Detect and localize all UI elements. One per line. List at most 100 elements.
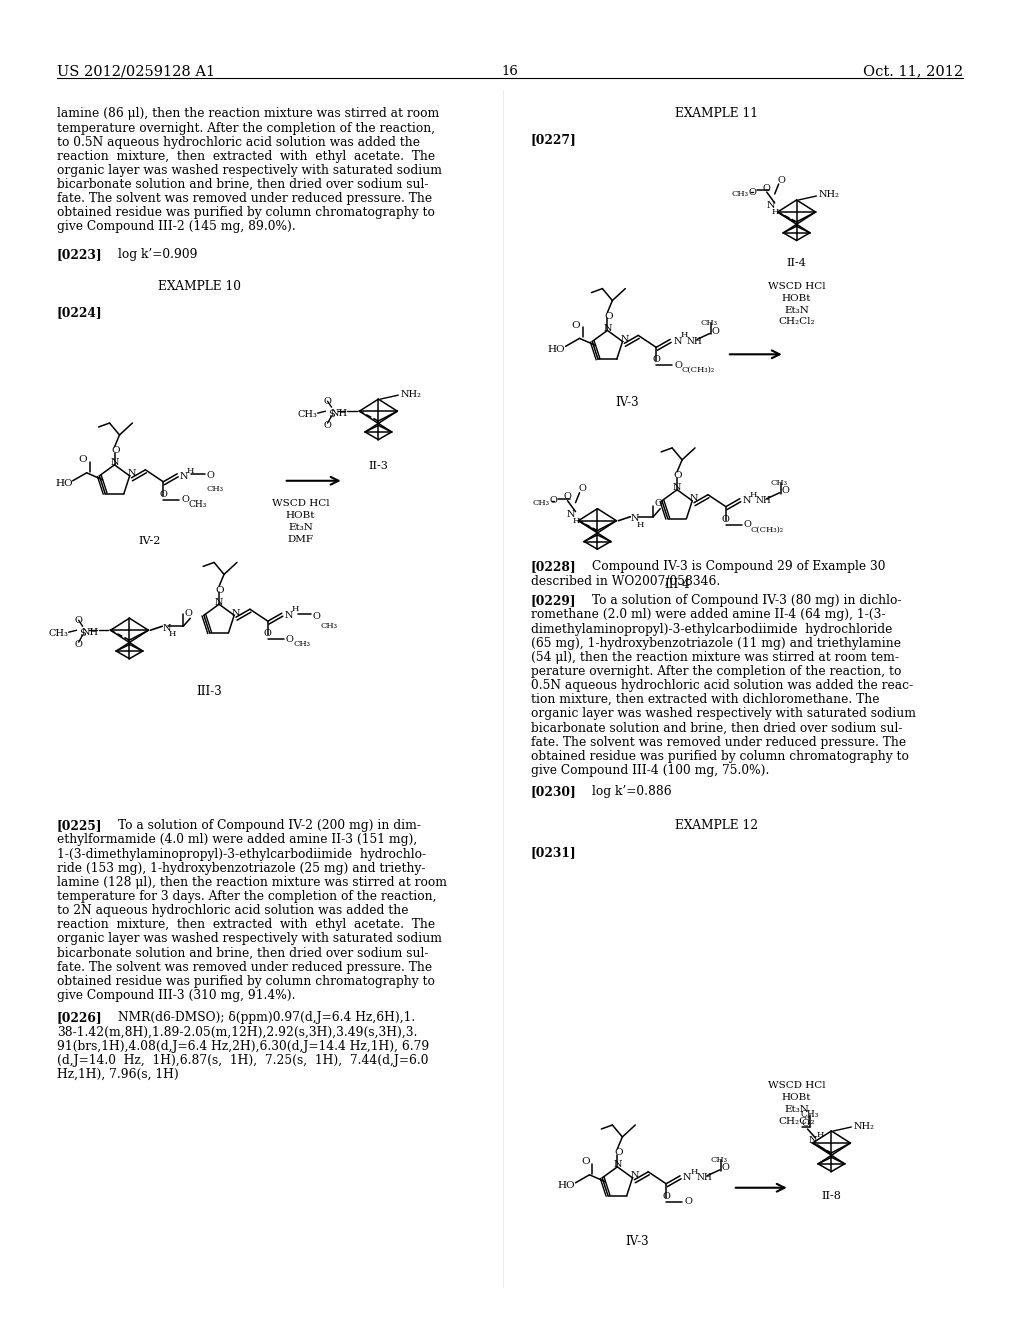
Text: N: N [613,1160,622,1170]
Text: O: O [722,1163,730,1172]
Text: N: N [111,458,119,467]
Text: Et₃N: Et₃N [289,523,313,532]
Text: H: H [572,516,580,524]
Text: O: O [324,397,332,405]
Text: log k’=0.886: log k’=0.886 [593,785,672,799]
Text: bicarbonate solution and brine, then dried over sodium sul-: bicarbonate solution and brine, then dri… [56,946,428,960]
Text: CH₃: CH₃ [732,190,749,198]
Text: described in WO2007/058346.: described in WO2007/058346. [530,574,720,587]
Text: To a solution of Compound IV-3 (80 mg) in dichlo-: To a solution of Compound IV-3 (80 mg) i… [593,594,902,607]
Text: WSCD HCl: WSCD HCl [768,1081,825,1090]
Text: O: O [181,495,189,504]
Text: 38-1.42(m,8H),1.89-2.05(m,12H),2.92(s,3H),3.49(s,3H),3.: 38-1.42(m,8H),1.89-2.05(m,12H),2.92(s,3H… [56,1026,417,1039]
Text: (54 μl), then the reaction mixture was stirred at room tem-: (54 μl), then the reaction mixture was s… [530,651,899,664]
Text: H: H [186,467,194,475]
Text: [0226]: [0226] [56,1011,102,1024]
Text: S: S [79,628,86,638]
Text: N: N [603,323,611,333]
Text: [0230]: [0230] [530,785,577,799]
Text: N: N [179,473,187,482]
Text: 1-(3-dimethylaminopropyl)-3-ethylcarbodiimide  hydrochlo-: 1-(3-dimethylaminopropyl)-3-ethylcarbodi… [56,847,426,861]
Text: DMF: DMF [288,535,313,544]
Text: obtained residue was purified by column chromatography to: obtained residue was purified by column … [56,206,434,219]
Text: N: N [673,483,681,492]
Text: To a solution of Compound IV-2 (200 mg) in dim-: To a solution of Compound IV-2 (200 mg) … [119,820,422,833]
Text: CH₃: CH₃ [711,1156,727,1164]
Text: N: N [285,611,293,619]
Text: fate. The solvent was removed under reduced pressure. The: fate. The solvent was removed under redu… [56,961,432,974]
Text: O: O [614,1148,623,1158]
Text: HO: HO [548,345,565,354]
Text: O: O [184,609,193,618]
Text: N: N [232,609,241,618]
Text: II-8: II-8 [821,1191,842,1201]
Text: tion mixture, then extracted with dichloromethane. The: tion mixture, then extracted with dichlo… [530,693,880,706]
Text: HOBt: HOBt [286,511,315,520]
Text: obtained residue was purified by column chromatography to: obtained residue was purified by column … [530,750,908,763]
Text: N: N [621,335,629,345]
Text: bicarbonate solution and brine, then dried over sodium sul-: bicarbonate solution and brine, then dri… [530,722,902,734]
Text: give Compound III-4 (100 mg, 75.0%).: give Compound III-4 (100 mg, 75.0%). [530,764,769,777]
Text: [0223]: [0223] [56,248,102,261]
Text: N: N [683,1173,691,1183]
Text: O: O [160,490,167,499]
Text: II-4: II-4 [786,257,807,268]
Text: NH₂: NH₂ [400,389,421,399]
Text: O: O [802,1118,810,1127]
Text: reaction  mixture,  then  extracted  with  ethyl  acetate.  The: reaction mixture, then extracted with et… [56,149,435,162]
Text: O: O [777,176,785,185]
Text: to 0.5N aqueous hydrochloric acid solution was added the: to 0.5N aqueous hydrochloric acid soluti… [56,136,420,149]
Text: NH: NH [696,1173,712,1183]
Text: perature overnight. After the completion of the reaction, to: perature overnight. After the completion… [530,665,901,678]
Text: O: O [674,360,682,370]
Text: O: O [216,586,224,595]
Text: organic layer was washed respectively with saturated sodium: organic layer was washed respectively wi… [56,932,441,945]
Text: (d,J=14.0  Hz,  1H),6.87(s,  1H),  7.25(s,  1H),  7.44(d,J=6.0: (d,J=14.0 Hz, 1H),6.87(s, 1H), 7.25(s, 1… [56,1053,428,1067]
Text: 0.5N aqueous hydrochloric acid solution was added the reac-: 0.5N aqueous hydrochloric acid solution … [530,678,912,692]
Text: S: S [328,409,335,418]
Text: [0227]: [0227] [530,133,577,147]
Text: NH: NH [81,628,98,636]
Text: CH₃: CH₃ [321,622,338,630]
Text: CH₃: CH₃ [298,409,317,418]
Text: obtained residue was purified by column chromatography to: obtained residue was purified by column … [56,975,434,987]
Text: [0229]: [0229] [530,594,577,607]
Text: H: H [292,605,299,614]
Text: O: O [550,496,557,506]
Text: O: O [75,615,83,624]
Text: N: N [766,202,775,210]
Text: CH₃: CH₃ [294,640,310,648]
Text: O: O [78,455,87,465]
Text: H: H [690,1168,697,1176]
Text: EXAMPLE 11: EXAMPLE 11 [676,107,759,120]
Text: CH₃: CH₃ [801,1110,819,1119]
Text: CH₂Cl₂: CH₂Cl₂ [778,318,815,326]
Text: N: N [127,470,136,478]
Text: NH₂: NH₂ [818,190,840,199]
Text: O: O [763,183,771,193]
Text: O: O [712,327,720,335]
Text: O: O [75,640,83,648]
Text: [0231]: [0231] [530,846,577,859]
Text: (65 mg), 1-hydroxybenzotriazole (11 mg) and triethylamine: (65 mg), 1-hydroxybenzotriazole (11 mg) … [530,636,901,649]
Text: IV-3: IV-3 [615,396,639,409]
Text: NH: NH [331,409,347,417]
Text: N: N [742,496,752,506]
Text: H: H [636,520,644,529]
Text: WSCD HCl: WSCD HCl [768,281,825,290]
Text: IV-3: IV-3 [626,1234,649,1247]
Text: CH₃: CH₃ [188,500,207,510]
Text: H: H [771,209,778,216]
Text: N: N [630,1171,639,1180]
Text: Oct. 11, 2012: Oct. 11, 2012 [863,65,963,79]
Text: O: O [781,486,790,495]
Text: NH: NH [686,337,701,346]
Text: O: O [312,611,321,620]
Text: reaction  mixture,  then  extracted  with  ethyl  acetate.  The: reaction mixture, then extracted with et… [56,919,435,932]
Text: II-3: II-3 [369,461,388,471]
Text: O: O [264,630,271,638]
Text: NH₂: NH₂ [853,1122,874,1130]
Text: HO: HO [55,479,73,488]
Text: IV-2: IV-2 [138,536,161,545]
Text: US 2012/0259128 A1: US 2012/0259128 A1 [56,65,215,79]
